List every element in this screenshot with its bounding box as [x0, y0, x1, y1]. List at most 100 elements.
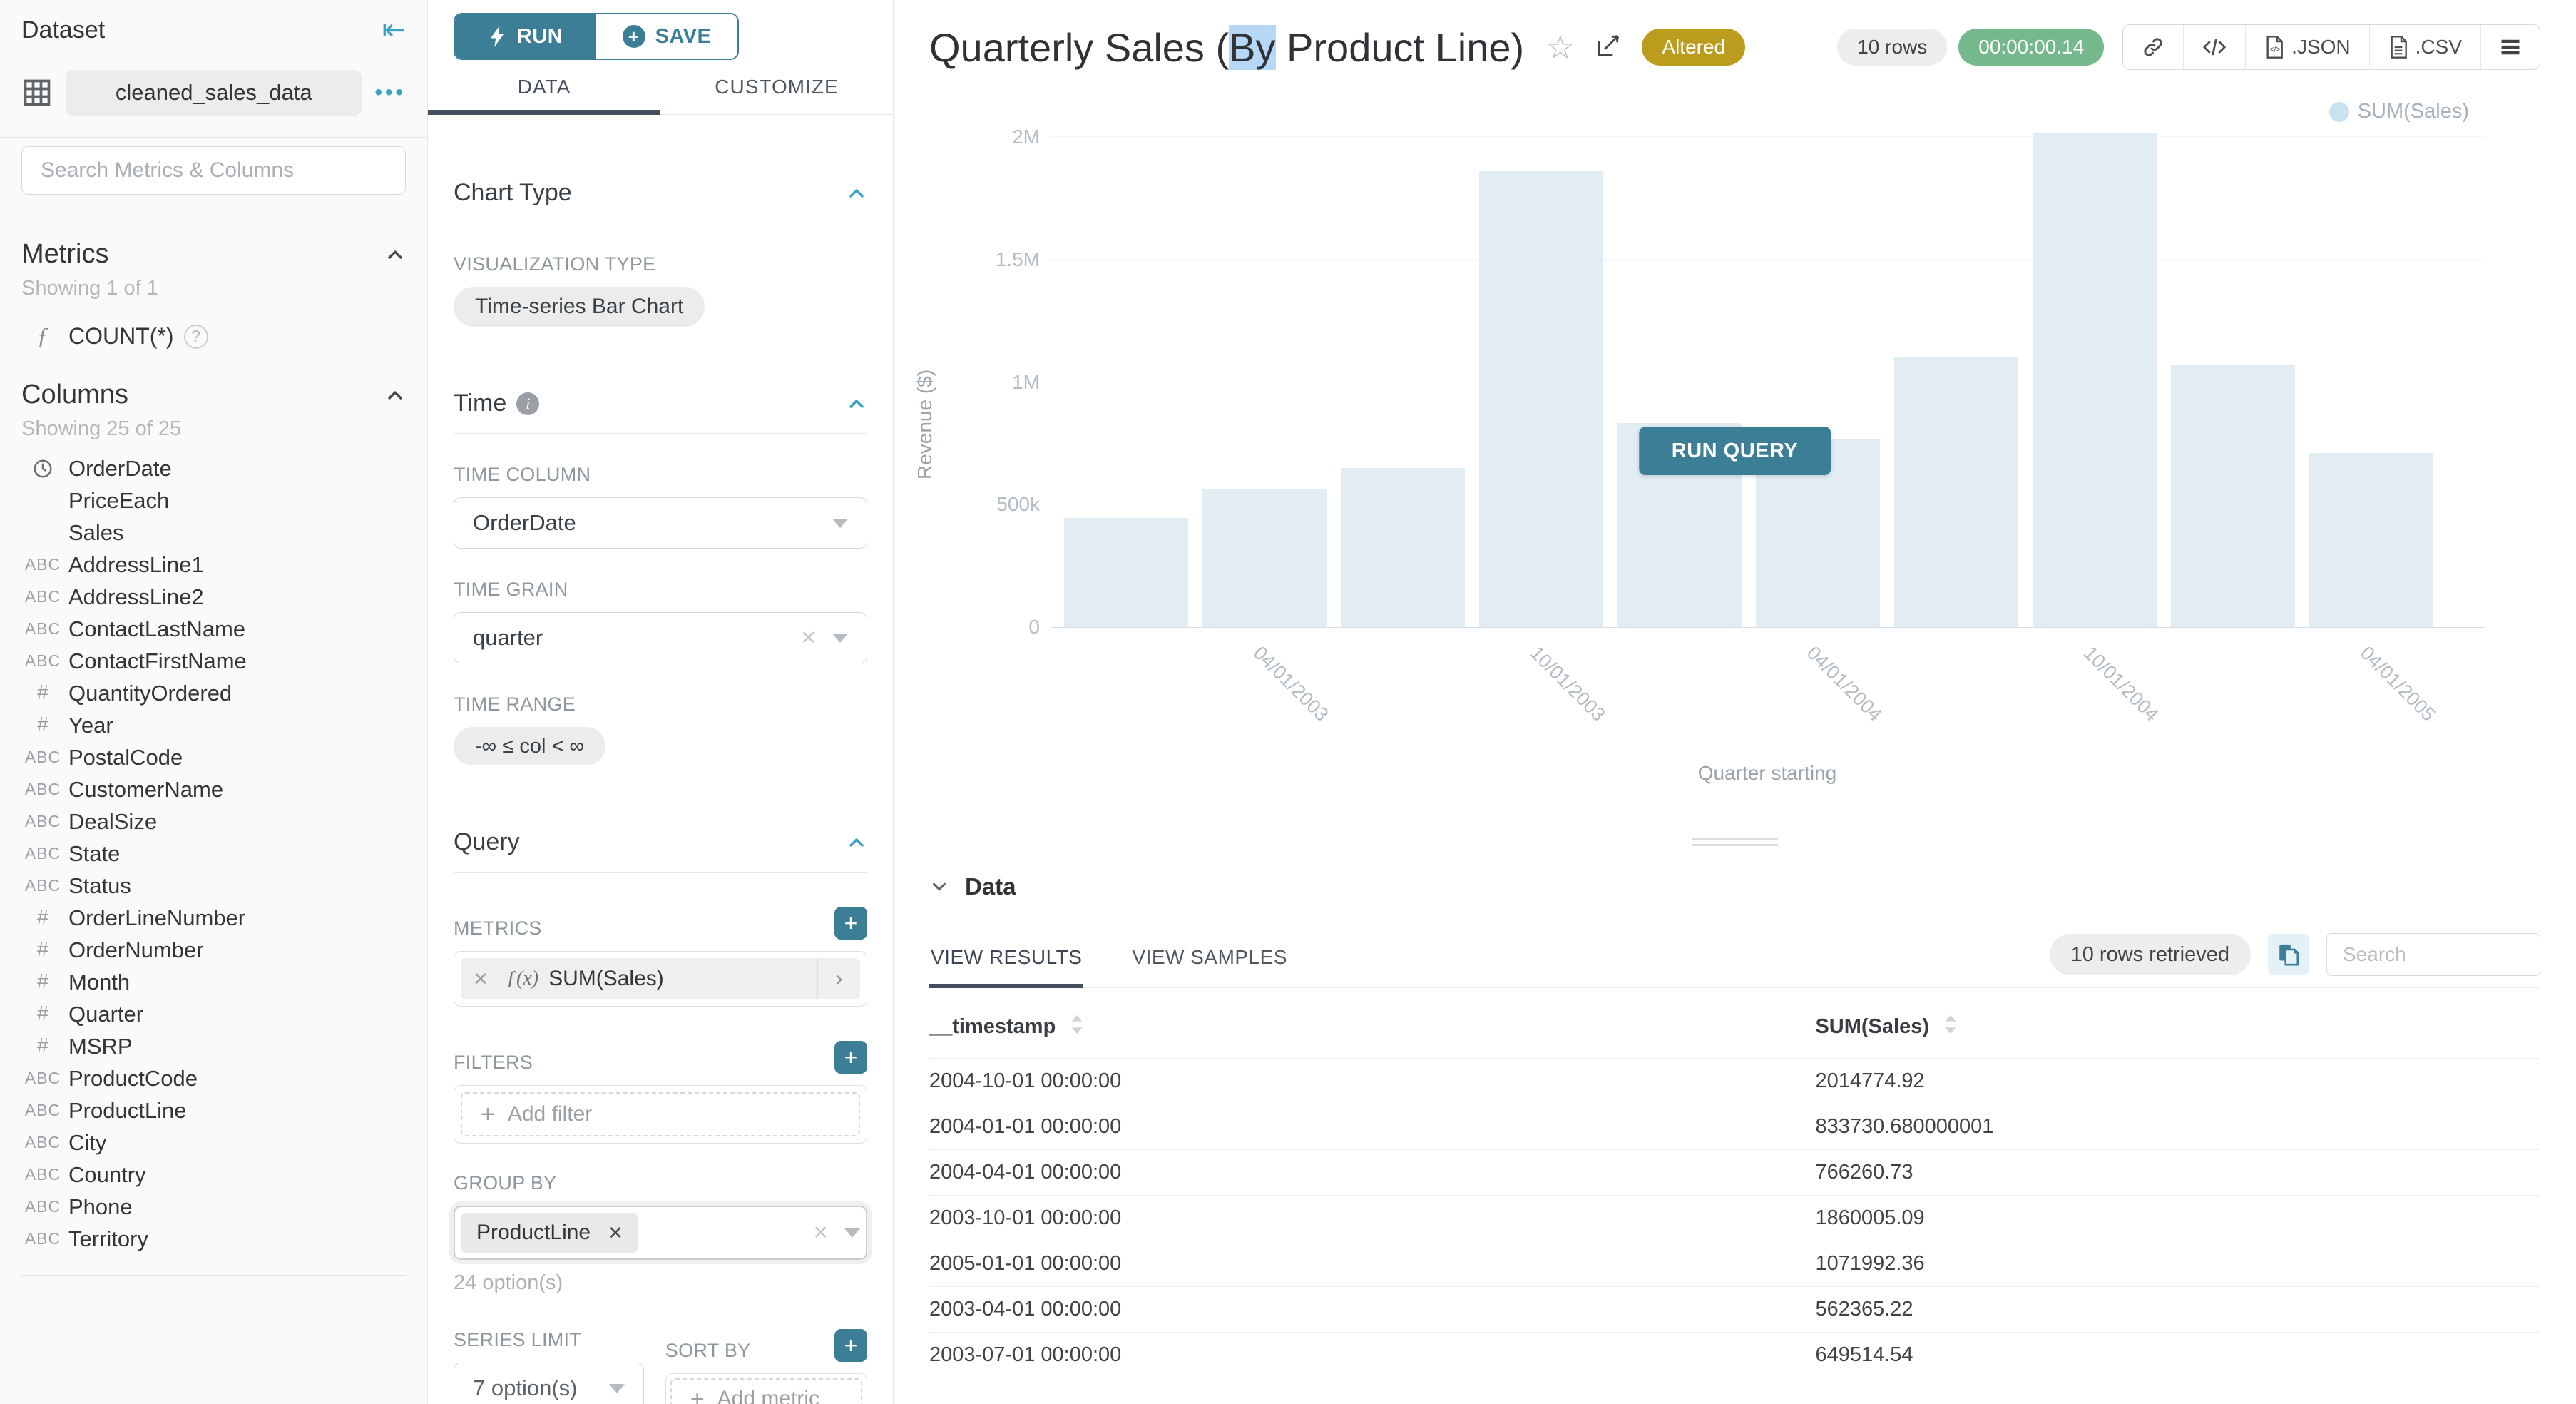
bar-2003-04-01[interactable] — [1202, 489, 1327, 627]
metric-item[interactable]: ƒ COUNT(*) ? — [21, 320, 406, 352]
copy-link-button[interactable] — [2123, 25, 2183, 69]
chart-legend[interactable]: SUM(Sales) — [2329, 100, 2469, 123]
series-limit-select[interactable]: 7 option(s) — [454, 1363, 644, 1404]
column-list-item[interactable]: ABC AddressLine2 — [21, 581, 406, 613]
column-header-timestamp[interactable]: __timestamp — [929, 988, 1815, 1059]
clear-icon[interactable]: ✕ — [800, 626, 817, 648]
sort-icon[interactable] — [1945, 1015, 1956, 1039]
table-row[interactable]: 2004-04-01 00:00:00 766260.73 — [929, 1149, 2540, 1196]
column-list-item[interactable]: ABC ProductCode — [21, 1062, 406, 1094]
panel-resize-handle[interactable] — [1692, 833, 1778, 850]
tab-customize[interactable]: CUSTOMIZE — [715, 76, 839, 98]
chevron-up-icon[interactable] — [846, 393, 867, 414]
collapse-panel-icon[interactable]: ⇤ — [382, 14, 406, 46]
column-list-item[interactable]: ABC ContactFirstName — [21, 645, 406, 677]
column-list-item[interactable]: ABC CustomerName — [21, 773, 406, 805]
tab-view-results[interactable]: VIEW RESULTS — [929, 946, 1084, 988]
column-list-item[interactable]: # MSRP — [21, 1030, 406, 1062]
help-icon[interactable]: ? — [183, 324, 208, 349]
column-list-item[interactable]: PriceEach — [21, 484, 406, 517]
chevron-up-icon[interactable] — [846, 832, 867, 853]
add-metric-button[interactable]: + — [834, 907, 867, 940]
visualization-type-value[interactable]: Time-series Bar Chart — [454, 287, 705, 327]
table-row[interactable]: 2003-04-01 00:00:00 562365.22 — [929, 1286, 2540, 1333]
chevron-up-icon[interactable] — [384, 385, 406, 406]
column-list-item[interactable]: Sales — [21, 517, 406, 549]
altered-badge[interactable]: Altered — [1642, 29, 1746, 66]
run-button[interactable]: RUN — [455, 14, 596, 58]
column-list-item[interactable]: # Quarter — [21, 998, 406, 1030]
search-input[interactable] — [41, 158, 387, 183]
chevron-up-icon[interactable] — [384, 244, 406, 265]
table-row[interactable]: 2005-01-01 00:00:00 1071992.36 — [929, 1241, 2540, 1287]
table-row[interactable]: 2003-07-01 00:00:00 649514.54 — [929, 1332, 2540, 1379]
table-row[interactable]: 2004-01-01 00:00:00 833730.680000001 — [929, 1104, 2540, 1150]
function-icon: ƒ — [36, 322, 49, 350]
chevron-up-icon[interactable] — [846, 183, 867, 204]
group-by-select[interactable]: ProductLine ✕ ✕ — [454, 1206, 867, 1260]
column-list-item[interactable]: ABC State — [21, 838, 406, 870]
table-row[interactable]: 2003-10-01 00:00:00 1860005.09 — [929, 1195, 2540, 1241]
edit-title-icon[interactable] — [1595, 32, 1622, 63]
column-list-item[interactable]: ABC ContactLastName — [21, 613, 406, 645]
add-filter-dropzone[interactable]: + Add filter — [461, 1092, 860, 1136]
columns-section-header: Columns — [21, 380, 406, 410]
tab-view-samples[interactable]: VIEW SAMPLES — [1132, 946, 1288, 968]
add-filter-button[interactable]: + — [834, 1041, 867, 1074]
column-list-item[interactable]: ABC AddressLine1 — [21, 549, 406, 581]
export-csv-button[interactable]: .CSV — [2368, 25, 2480, 69]
column-list-item[interactable]: # Month — [21, 966, 406, 998]
add-sort-metric-button[interactable]: + — [834, 1329, 867, 1362]
table-cell: 2004-01-01 00:00:00 — [929, 1104, 1816, 1150]
column-list-item[interactable]: ABC Country — [21, 1159, 406, 1191]
time-range-value[interactable]: -∞ ≤ col < ∞ — [454, 727, 606, 765]
copy-data-button[interactable] — [2268, 934, 2309, 975]
column-list-item[interactable]: ABC City — [21, 1126, 406, 1159]
remove-metric-icon[interactable]: ✕ — [473, 967, 489, 990]
column-list-item[interactable]: ABC ProductLine — [21, 1094, 406, 1126]
metric-chip[interactable]: ✕ ƒ(x) SUM(Sales) › — [461, 958, 860, 999]
tab-data[interactable]: DATA — [428, 76, 660, 115]
favorite-star-icon[interactable]: ☆ — [1545, 29, 1575, 66]
columns-list: OrderDate PriceEach Sales ABC AddressLine1 AB… — [21, 452, 406, 1255]
column-list-item[interactable]: ABC PostalCode — [21, 741, 406, 773]
export-json-button[interactable]: </> .JSON — [2245, 25, 2368, 69]
results-table: __timestamp SUM(Sales) 2004-10-01 00:00:… — [929, 988, 2540, 1379]
results-search-input[interactable] — [2326, 933, 2540, 976]
column-list-item[interactable]: OrderDate — [21, 452, 406, 484]
dataset-options-icon[interactable]: ••• — [374, 81, 406, 104]
bar-2003-01-01[interactable] — [1064, 517, 1188, 627]
table-row[interactable]: 2004-10-01 00:00:00 2014774.92 — [929, 1058, 2540, 1104]
bar-2004-07-01[interactable] — [1894, 357, 2018, 627]
time-column-select[interactable]: OrderDate — [454, 497, 867, 549]
remove-chip-icon[interactable]: ✕ — [608, 1221, 623, 1243]
sort-icon[interactable] — [1071, 1015, 1083, 1039]
bar-2005-01-01[interactable] — [2171, 364, 2295, 627]
menu-button[interactable] — [2480, 25, 2540, 69]
clear-icon[interactable]: ✕ — [812, 1221, 829, 1243]
bar-2004-10-01[interactable] — [2033, 133, 2157, 627]
column-list-item[interactable]: ABC DealSize — [21, 805, 406, 838]
run-query-button[interactable]: RUN QUERY — [1638, 427, 1831, 475]
bar-2003-10-01[interactable] — [1479, 171, 1603, 627]
chevron-right-icon[interactable]: › — [817, 958, 860, 999]
info-icon[interactable]: i — [516, 392, 540, 415]
dataset-name[interactable]: cleaned_sales_data — [66, 70, 362, 116]
column-list-item[interactable]: # Year — [21, 709, 406, 741]
data-section-heading[interactable]: Data — [929, 828, 2540, 900]
bar-2003-07-01[interactable] — [1341, 467, 1465, 627]
add-sort-metric-dropzone[interactable]: + Add metric — [670, 1378, 862, 1404]
column-list-item[interactable]: # OrderNumber — [21, 934, 406, 966]
page-title[interactable]: Quarterly Sales (By Product Line) — [929, 24, 1525, 70]
column-list-item[interactable]: ABC Territory — [21, 1223, 406, 1255]
column-list-item[interactable]: ABC Status — [21, 870, 406, 902]
series-limit-label: SERIES LIMIT — [454, 1329, 582, 1350]
embed-code-button[interactable] — [2183, 25, 2245, 69]
time-grain-select[interactable]: quarter ✕ — [454, 612, 867, 663]
column-list-item[interactable]: # OrderLineNumber — [21, 902, 406, 934]
save-button[interactable]: + SAVE — [596, 14, 737, 58]
column-header-sum-sales[interactable]: SUM(Sales) — [1815, 988, 2540, 1059]
bar-2005-04-01[interactable] — [2309, 453, 2433, 627]
column-list-item[interactable]: ABC Phone — [21, 1191, 406, 1223]
column-list-item[interactable]: # QuantityOrdered — [21, 677, 406, 709]
